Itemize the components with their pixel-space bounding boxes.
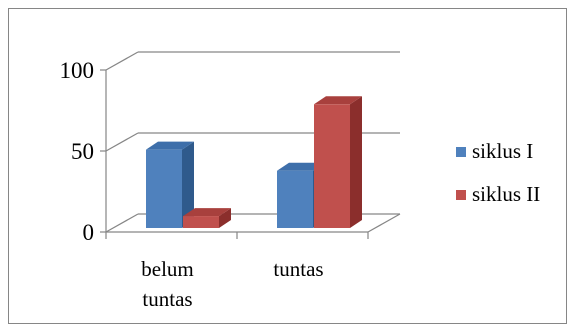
bar-front [183,216,219,228]
legend-label-2: siklus II [472,182,540,206]
gridline-depth-50 [105,132,139,152]
gridline-depth-0 [105,213,139,233]
gridline-depth-100 [105,51,139,71]
floor-right-edge [367,213,401,233]
bar-front [277,170,313,228]
legend-swatch-1 [456,147,466,157]
legend-label-1: siklus I [472,139,533,163]
legend-swatch-2 [456,190,466,200]
y-tick-label-50: 50 [71,139,94,164]
bar-top [146,141,194,150]
bar-2-1 [183,208,231,228]
bar-1-1 [146,141,194,228]
bar-top [314,96,362,105]
y-tick-label-0: 0 [83,220,95,245]
bar-front [146,149,182,228]
x-tick-label-1: belum tuntas [141,257,194,311]
bar-front [314,104,350,228]
bar-side [219,208,231,228]
bar-top [183,208,231,217]
bar-2-2 [314,96,362,228]
bar-top [277,162,325,171]
bar-side [182,141,194,228]
y-tick-label-100: 100 [60,58,95,83]
x-tick-label-2: tuntas [273,257,323,281]
bar-side [350,96,362,228]
